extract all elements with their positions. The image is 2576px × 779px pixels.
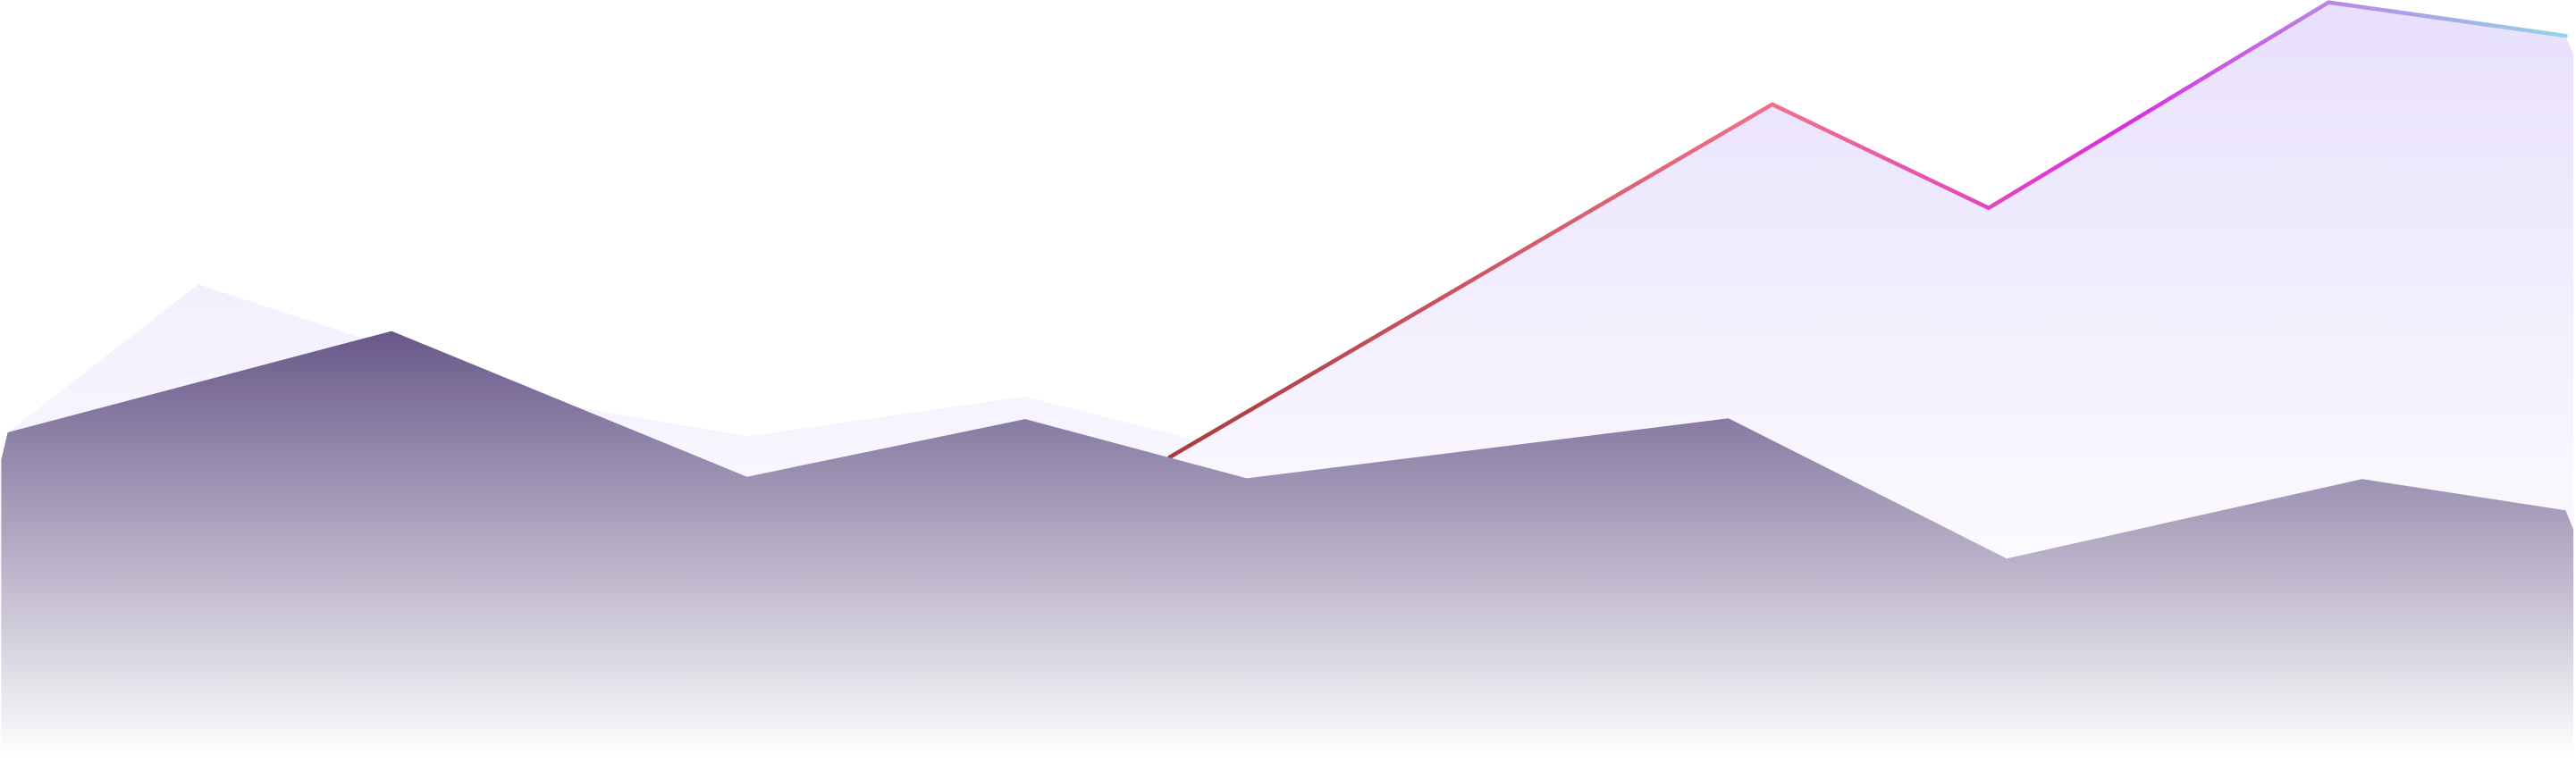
foreground-area-fill [1,331,2574,779]
highlighted-series-line [1167,0,2568,460]
